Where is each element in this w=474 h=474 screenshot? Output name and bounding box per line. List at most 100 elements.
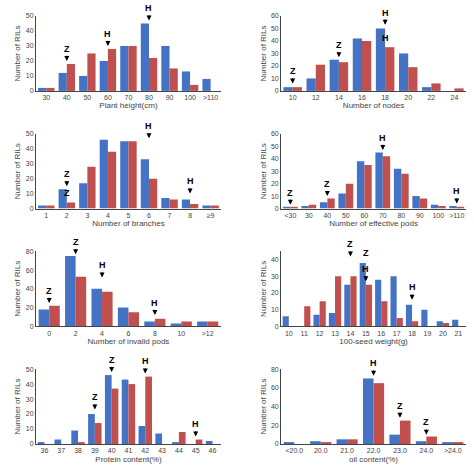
- svg-text:>110: >110: [203, 94, 218, 101]
- svg-text:40: 40: [271, 256, 279, 263]
- svg-text:0: 0: [30, 323, 34, 330]
- svg-text:Plant height(cm): Plant height(cm): [99, 101, 158, 110]
- svg-text:Number of RILs: Number of RILs: [259, 143, 268, 199]
- svg-text:0: 0: [275, 323, 279, 330]
- svg-text:70: 70: [125, 94, 133, 101]
- svg-text:24.0: 24.0: [420, 447, 434, 454]
- svg-text:19: 19: [424, 330, 432, 337]
- svg-text:22: 22: [427, 94, 435, 101]
- svg-text:20: 20: [271, 289, 279, 296]
- svg-text:80: 80: [145, 94, 153, 101]
- svg-text:7: 7: [168, 212, 172, 219]
- svg-text:40: 40: [26, 381, 34, 388]
- svg-text:H: H: [382, 33, 389, 43]
- svg-text:100-seed weight(g): 100-seed weight(g): [339, 337, 408, 346]
- svg-text:20.0: 20.0: [314, 447, 328, 454]
- svg-text:2: 2: [74, 330, 78, 337]
- svg-text:80: 80: [397, 212, 405, 219]
- svg-text:50: 50: [83, 94, 91, 101]
- svg-text:1: 1: [44, 212, 48, 219]
- svg-text:Protein content(%): Protein content(%): [95, 455, 162, 464]
- svg-text:H: H: [104, 29, 111, 39]
- svg-text:40: 40: [108, 447, 116, 454]
- svg-text:10: 10: [289, 94, 297, 101]
- svg-text:90: 90: [416, 212, 424, 219]
- svg-text:100: 100: [432, 212, 444, 219]
- svg-text:10: 10: [26, 72, 34, 79]
- svg-text:Z: Z: [287, 188, 293, 198]
- svg-text:43: 43: [158, 447, 166, 454]
- svg-text:80: 80: [26, 248, 34, 255]
- svg-text:Number of branches: Number of branches: [92, 219, 164, 228]
- svg-text:16: 16: [358, 94, 366, 101]
- svg-text:21: 21: [454, 330, 462, 337]
- svg-text:4: 4: [106, 212, 110, 219]
- svg-text:H: H: [192, 419, 199, 429]
- svg-text:80: 80: [271, 366, 279, 373]
- svg-text:60: 60: [271, 130, 279, 137]
- svg-text:H: H: [145, 121, 152, 131]
- svg-text:>24.0: >24.0: [444, 447, 462, 454]
- svg-text:20: 20: [26, 175, 34, 182]
- svg-text:37: 37: [57, 447, 65, 454]
- svg-text:30: 30: [305, 212, 313, 219]
- svg-text:Z: Z: [336, 40, 342, 50]
- svg-text:40: 40: [323, 212, 331, 219]
- svg-text:60: 60: [26, 267, 34, 274]
- svg-text:100: 100: [184, 94, 196, 101]
- svg-text:11: 11: [301, 330, 308, 337]
- svg-text:42: 42: [141, 447, 149, 454]
- svg-text:Z: Z: [109, 355, 115, 365]
- svg-text:H: H: [145, 3, 152, 13]
- svg-text:H: H: [379, 133, 386, 143]
- svg-text:40: 40: [26, 145, 34, 152]
- svg-text:0: 0: [47, 330, 51, 337]
- svg-text:0: 0: [30, 87, 34, 94]
- svg-text:50: 50: [26, 366, 34, 373]
- svg-text:60: 60: [271, 12, 279, 19]
- svg-text:Number of RILs: Number of RILs: [14, 379, 23, 435]
- svg-text:10: 10: [271, 75, 279, 82]
- svg-text:40: 40: [271, 403, 279, 410]
- svg-text:20: 20: [271, 62, 279, 69]
- svg-text:30: 30: [271, 168, 279, 175]
- svg-text:90: 90: [166, 94, 174, 101]
- svg-text:4: 4: [100, 330, 104, 337]
- svg-text:Z: Z: [324, 179, 330, 189]
- svg-text:21.0: 21.0: [340, 447, 354, 454]
- svg-text:10: 10: [285, 330, 293, 337]
- svg-text:H: H: [370, 358, 377, 368]
- svg-text:H: H: [187, 176, 194, 186]
- svg-text:40: 40: [63, 94, 71, 101]
- svg-text:8: 8: [188, 212, 192, 219]
- svg-text:30: 30: [26, 160, 34, 167]
- svg-text:Z: Z: [397, 401, 403, 411]
- svg-text:Number of effective pods: Number of effective pods: [329, 219, 418, 228]
- svg-text:60: 60: [104, 94, 112, 101]
- svg-text:Z: Z: [64, 169, 70, 179]
- svg-text:2: 2: [65, 212, 69, 219]
- svg-text:40: 40: [271, 37, 279, 44]
- svg-text:<30: <30: [284, 212, 296, 219]
- svg-text:Z: Z: [290, 66, 296, 76]
- svg-text:44: 44: [175, 447, 183, 454]
- svg-text:8: 8: [153, 330, 157, 337]
- svg-text:60: 60: [271, 384, 279, 391]
- svg-text:H: H: [151, 298, 158, 308]
- svg-text:23.0: 23.0: [393, 447, 407, 454]
- svg-text:Z: Z: [64, 188, 70, 198]
- svg-text:Z: Z: [92, 392, 98, 402]
- svg-text:10: 10: [271, 306, 279, 313]
- svg-text:14: 14: [335, 94, 343, 101]
- svg-text:20: 20: [404, 94, 412, 101]
- svg-text:Number of nodes: Number of nodes: [343, 101, 404, 110]
- svg-text:18: 18: [381, 94, 389, 101]
- svg-text:50: 50: [26, 130, 34, 137]
- svg-text:5: 5: [126, 212, 130, 219]
- svg-text:Z: Z: [363, 248, 369, 258]
- svg-text:H: H: [409, 282, 416, 292]
- svg-text:Z: Z: [46, 286, 52, 296]
- svg-text:36: 36: [41, 447, 49, 454]
- svg-text:50: 50: [271, 25, 279, 32]
- svg-text:15: 15: [362, 330, 370, 337]
